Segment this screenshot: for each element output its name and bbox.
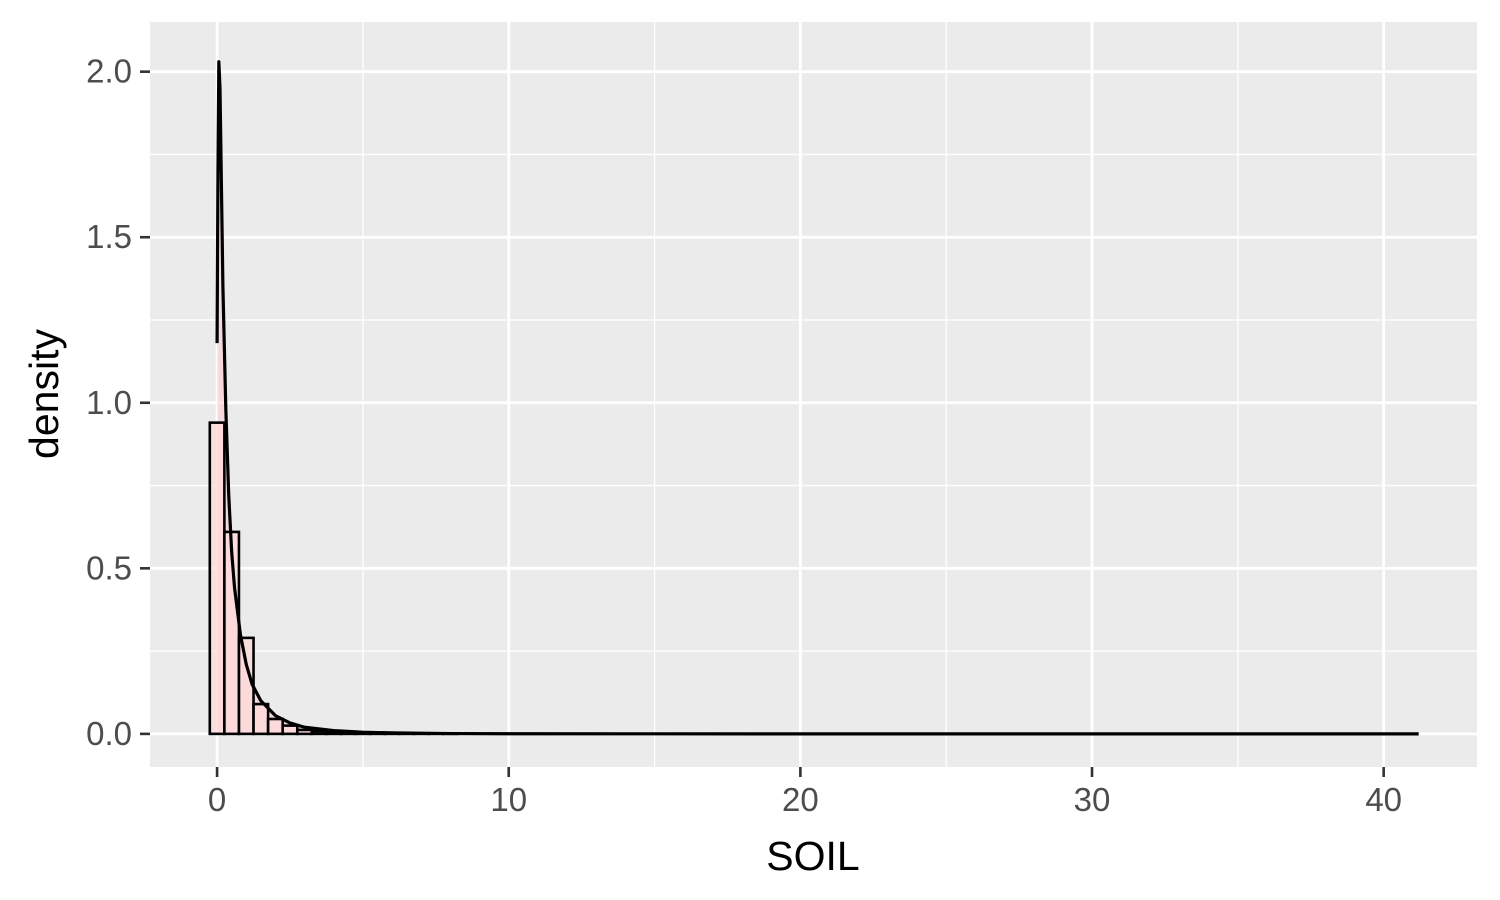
histogram-bar [325,730,343,736]
x-axis-title: SOIL [766,833,859,879]
y-tick-label: 1.5 [86,218,132,255]
x-tick-label: 20 [782,781,819,818]
histogram-bar [310,729,328,736]
y-axis-title: density [21,329,67,459]
histogram-bar [252,702,270,736]
plot-panel [150,22,1477,767]
x-axis: 0 10 20 30 40 [208,767,1402,818]
y-tick-label: 0.5 [86,549,132,586]
density-curve [215,60,1419,736]
x-tick-label: 30 [1074,781,1111,818]
histogram-bar [208,421,226,736]
y-tick-label: 2.0 [86,53,132,90]
density-curve-layer [215,60,1419,736]
y-tick-label: 0.0 [86,715,132,752]
histogram-bar [295,728,314,736]
histogram-bar [281,724,299,736]
x-tick-label: 40 [1365,781,1402,818]
histogram-bar [266,717,285,736]
minor-gridlines [150,22,1477,767]
y-tick-label: 1.0 [86,384,132,421]
x-tick-label: 0 [208,781,226,818]
x-tick-label: 10 [490,781,527,818]
y-axis: 0.0 0.5 1.0 1.5 2.0 [86,53,150,752]
